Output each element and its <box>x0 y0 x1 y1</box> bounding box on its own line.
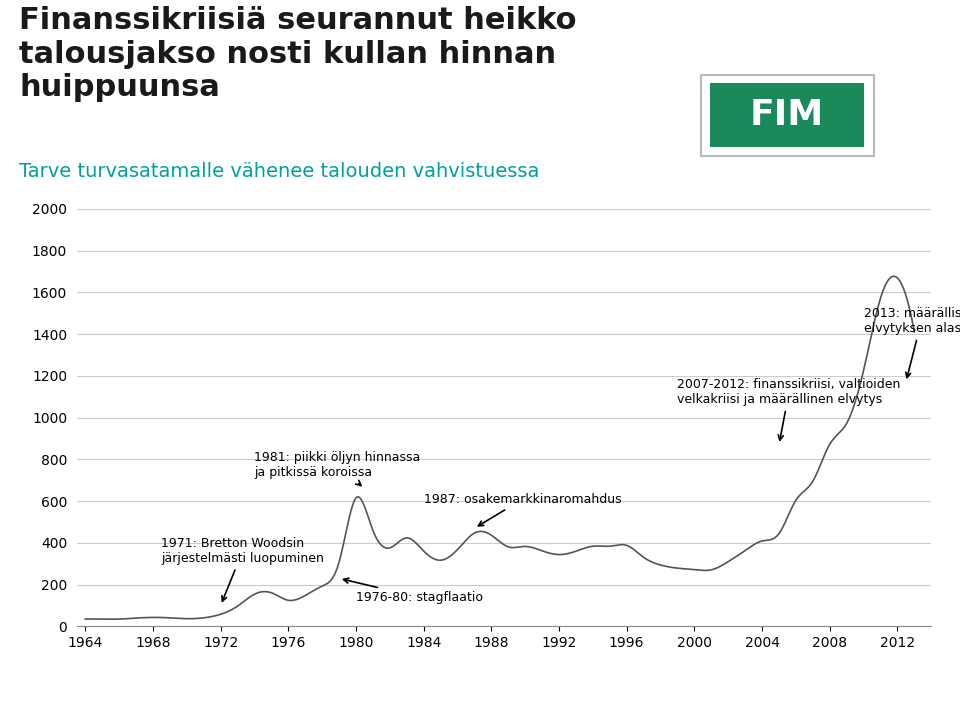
Text: 1981: piikki öljyn hinnassa
ja pitkissä koroissa: 1981: piikki öljyn hinnassa ja pitkissä … <box>254 451 420 485</box>
Text: 2013: määrällisen
elvytyksen alasajo: 2013: määrällisen elvytyksen alasajo <box>864 307 960 377</box>
Text: Tarve turvasatamalle vähenee talouden vahvistuessa: Tarve turvasatamalle vähenee talouden va… <box>19 163 540 181</box>
Text: 1971: Bretton Woodsin
järjestelmästi luopuminen: 1971: Bretton Woodsin järjestelmästi luo… <box>161 536 324 601</box>
FancyBboxPatch shape <box>710 83 864 148</box>
Text: 1987: osakemarkkinaromahdus: 1987: osakemarkkinaromahdus <box>423 492 621 526</box>
Text: FIM: FIM <box>750 98 825 132</box>
Text: 1976-80: stagflaatio: 1976-80: stagflaatio <box>344 578 483 604</box>
Text: 2007-2012: finanssikriisi, valtioiden
velkakriisi ja määrällinen elvytys: 2007-2012: finanssikriisi, valtioiden ve… <box>678 378 900 440</box>
Text: Finanssikriisiä seurannut heikko
talousjakso nosti kullan hinnan
huippuunsa: Finanssikriisiä seurannut heikko talousj… <box>19 6 577 102</box>
FancyBboxPatch shape <box>701 75 874 156</box>
